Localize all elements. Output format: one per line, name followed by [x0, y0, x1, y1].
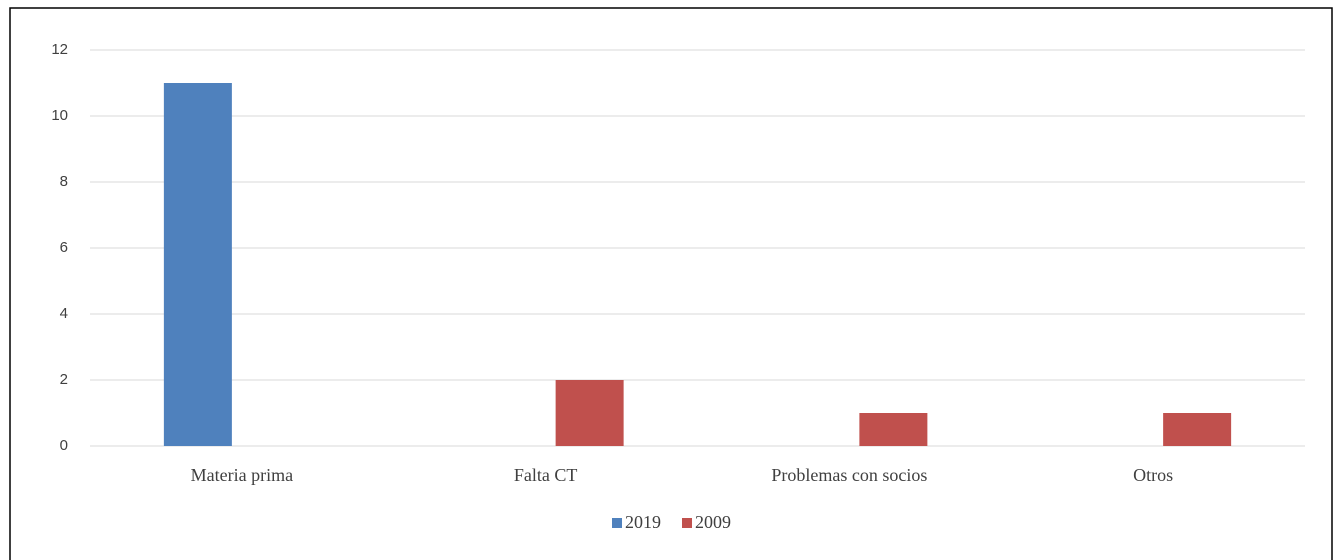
- y-tick-label: 2: [60, 371, 68, 388]
- bar: [859, 413, 928, 446]
- bar: [555, 380, 624, 446]
- x-tick-label: Otros: [1133, 465, 1173, 485]
- legend-swatch: [682, 518, 692, 528]
- y-tick-label: 12: [51, 41, 68, 58]
- x-tick-label: Problemas con socios: [771, 465, 927, 485]
- bar: [163, 83, 232, 446]
- x-tick-label: Falta CT: [514, 465, 578, 485]
- x-tick-label: Materia prima: [191, 465, 293, 485]
- legend-label: 2009: [695, 512, 731, 532]
- legend-label: 2019: [625, 512, 661, 532]
- legend-swatch: [612, 518, 622, 528]
- y-tick-label: 6: [60, 239, 68, 256]
- bar: [1163, 413, 1232, 446]
- y-tick-label: 10: [51, 107, 68, 124]
- y-tick-label: 0: [60, 437, 68, 454]
- y-tick-label: 4: [60, 305, 68, 322]
- y-tick-label: 8: [60, 173, 68, 190]
